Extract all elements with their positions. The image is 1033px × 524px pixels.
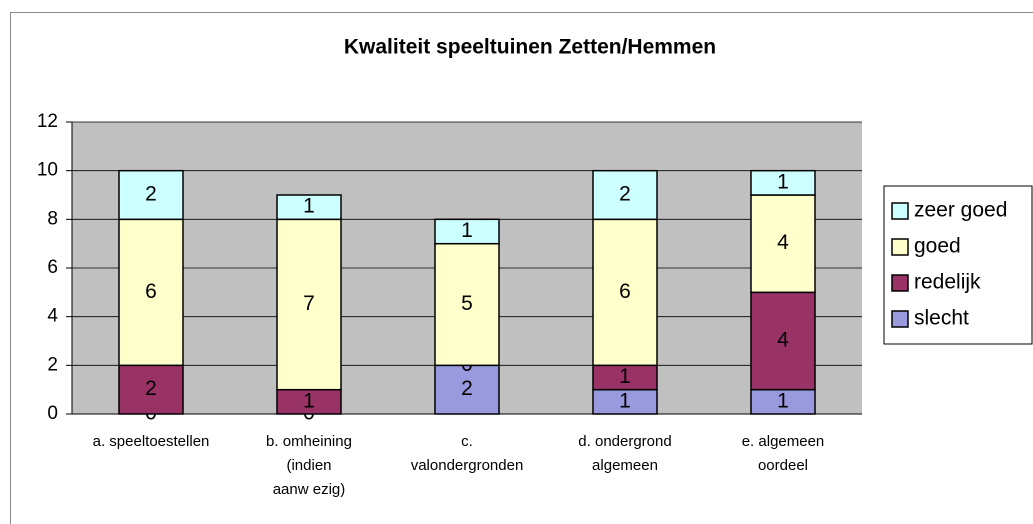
bar-segment [434,242,500,367]
data-label: 1 [777,389,789,412]
x-tick-label: aanw ezig) [273,481,346,498]
y-tick-label: 4 [47,306,58,327]
bar-segment [434,364,500,415]
x-tick-label: e. algemeen [742,433,825,450]
data-label: 1 [461,219,473,242]
x-tick-label: oordeel [758,457,808,474]
x-tick-label: c. [461,433,473,450]
data-label: 2 [145,183,157,206]
data-label: 1 [777,170,789,193]
legend-label: goed [914,235,961,258]
bar-segment [750,291,816,391]
bar-segment [276,388,342,415]
data-label: 2 [145,377,157,400]
bar-segment [118,364,184,415]
data-label: 6 [619,280,631,303]
y-tick-label: 2 [47,354,58,375]
legend-swatch [891,238,909,256]
bar-segment [276,194,342,221]
data-label: 1 [303,195,315,218]
chart-title: Kwaliteit speeltuinen Zetten/Hemmen [344,36,716,59]
data-label: 2 [619,183,631,206]
x-tick-label: d. ondergrond [578,433,671,450]
bar-segment [592,364,658,391]
y-tick-label: 0 [47,403,58,424]
data-label: 6 [145,280,157,303]
bar-segment [118,169,184,221]
data-label: 1 [619,365,631,388]
data-label: 7 [303,292,315,315]
data-label: 1 [303,389,315,412]
x-tick-label: valondergronden [411,457,524,474]
bar-segment [592,169,658,221]
bar-segment [592,218,658,367]
legend-swatch [891,274,909,292]
y-tick-label: 12 [37,111,58,132]
x-tick-label: (indien [286,457,331,474]
y-tick-label: 6 [47,257,58,278]
data-label: 1 [619,389,631,412]
legend-swatch [891,310,909,328]
bar-segment [750,388,816,415]
legend-label: slecht [914,307,969,330]
bar-segment [750,194,816,294]
bar-segment [118,218,184,367]
data-label: 5 [461,292,473,315]
x-tick-label: a. speeltoestellen [93,433,210,450]
legend-label: zeer goed [914,199,1007,222]
bar-segment [750,169,816,196]
data-label: 4 [777,231,789,254]
x-tick-label: b. omheining [266,433,352,450]
bar-segment [276,218,342,391]
legend-label: redelijk [914,271,981,294]
legend-swatch [891,202,909,220]
data-label: 2 [461,377,473,400]
x-tick-label: algemeen [592,457,658,474]
bar-segment [592,388,658,415]
y-tick-label: 8 [47,208,58,229]
y-tick-label: 10 [37,160,58,181]
bar-segment [434,218,500,245]
data-label: 4 [777,329,789,352]
